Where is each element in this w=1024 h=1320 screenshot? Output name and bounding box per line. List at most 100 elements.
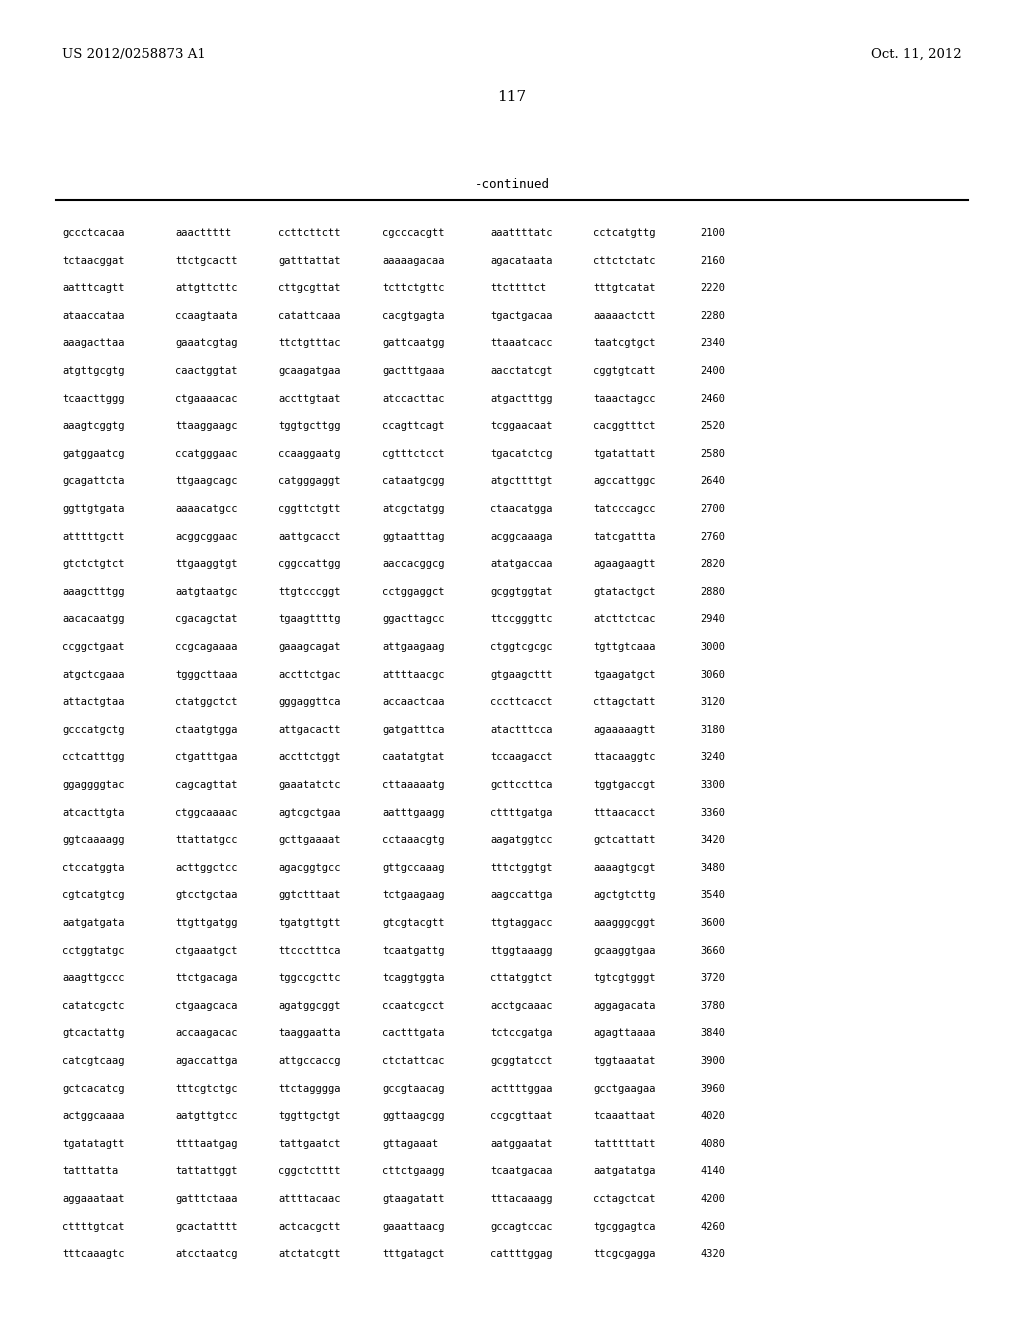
Text: tggccgcttc: tggccgcttc [278,973,341,983]
Text: aaagttgccc: aaagttgccc [62,973,125,983]
Text: ggttaagcgg: ggttaagcgg [382,1111,444,1121]
Text: gctcattatt: gctcattatt [593,836,655,845]
Text: 3540: 3540 [700,891,725,900]
Text: ccaaggaatg: ccaaggaatg [278,449,341,459]
Text: cgtcatgtcg: cgtcatgtcg [62,891,125,900]
Text: atactttcca: atactttcca [490,725,553,735]
Text: gtaagatatt: gtaagatatt [382,1195,444,1204]
Text: atcgctatgg: atcgctatgg [382,504,444,513]
Text: ctaatgtgga: ctaatgtgga [175,725,238,735]
Text: aatttcagtt: aatttcagtt [62,284,125,293]
Text: agtcgctgaa: agtcgctgaa [278,808,341,817]
Text: atttttgctt: atttttgctt [62,532,125,541]
Text: accaagacac: accaagacac [175,1028,238,1039]
Text: agagttaaaa: agagttaaaa [593,1028,655,1039]
Text: 3900: 3900 [700,1056,725,1067]
Text: cgacagctat: cgacagctat [175,614,238,624]
Text: cctcatgttg: cctcatgttg [593,228,655,238]
Text: accttctggt: accttctggt [278,752,341,763]
Text: ctgaaaacac: ctgaaaacac [175,393,238,404]
Text: ttggtaaagg: ttggtaaagg [490,945,553,956]
Text: ggtaatttag: ggtaatttag [382,532,444,541]
Text: ttttaatgag: ttttaatgag [175,1139,238,1148]
Text: ccatgggaac: ccatgggaac [175,449,238,459]
Text: 3600: 3600 [700,917,725,928]
Text: aatttgaagg: aatttgaagg [382,808,444,817]
Text: ggtctttaat: ggtctttaat [278,891,341,900]
Text: tcaatgacaa: tcaatgacaa [490,1167,553,1176]
Text: ccagttcagt: ccagttcagt [382,421,444,432]
Text: cttatggtct: cttatggtct [490,973,553,983]
Text: atcctaatcg: atcctaatcg [175,1249,238,1259]
Text: cttctgaagg: cttctgaagg [382,1167,444,1176]
Text: aaagctttgg: aaagctttgg [62,587,125,597]
Text: tttcaaagtc: tttcaaagtc [62,1249,125,1259]
Text: gcaagatgaa: gcaagatgaa [278,366,341,376]
Text: ttattatgcc: ttattatgcc [175,836,238,845]
Text: tgttgtcaaa: tgttgtcaaa [593,642,655,652]
Text: ccggctgaat: ccggctgaat [62,642,125,652]
Text: gccctcacaa: gccctcacaa [62,228,125,238]
Text: 3720: 3720 [700,973,725,983]
Text: aaaaagacaa: aaaaagacaa [382,256,444,265]
Text: ttgaagcagc: ttgaagcagc [175,477,238,486]
Text: tcaacttggg: tcaacttggg [62,393,125,404]
Text: aatgatgata: aatgatgata [62,917,125,928]
Text: ctctattcac: ctctattcac [382,1056,444,1067]
Text: tggtgcttgg: tggtgcttgg [278,421,341,432]
Text: tattgaatct: tattgaatct [278,1139,341,1148]
Text: agacataata: agacataata [490,256,553,265]
Text: 2280: 2280 [700,310,725,321]
Text: ctgatttgaa: ctgatttgaa [175,752,238,763]
Text: cttttgtcat: cttttgtcat [62,1221,125,1232]
Text: cttttgatga: cttttgatga [490,808,553,817]
Text: accttgtaat: accttgtaat [278,393,341,404]
Text: gtcactattg: gtcactattg [62,1028,125,1039]
Text: gccgtaacag: gccgtaacag [382,1084,444,1093]
Text: tatcgattta: tatcgattta [593,532,655,541]
Text: -continued: -continued [474,178,550,191]
Text: cgcccacgtt: cgcccacgtt [382,228,444,238]
Text: aacacaatgg: aacacaatgg [62,614,125,624]
Text: cggctctttt: cggctctttt [278,1167,341,1176]
Text: 3840: 3840 [700,1028,725,1039]
Text: gttgccaaag: gttgccaaag [382,863,444,873]
Text: catatcgctc: catatcgctc [62,1001,125,1011]
Text: cctagctcat: cctagctcat [593,1195,655,1204]
Text: acctgcaaac: acctgcaaac [490,1001,553,1011]
Text: acggcggaac: acggcggaac [175,532,238,541]
Text: cgtttctcct: cgtttctcct [382,449,444,459]
Text: tgcggagtca: tgcggagtca [593,1221,655,1232]
Text: ggtcaaaagg: ggtcaaaagg [62,836,125,845]
Text: tatttttatt: tatttttatt [593,1139,655,1148]
Text: ctaacatgga: ctaacatgga [490,504,553,513]
Text: gccagtccac: gccagtccac [490,1221,553,1232]
Text: atatgaccaa: atatgaccaa [490,560,553,569]
Text: tcttctgttc: tcttctgttc [382,284,444,293]
Text: agacggtgcc: agacggtgcc [278,863,341,873]
Text: catattcaaa: catattcaaa [278,310,341,321]
Text: 4320: 4320 [700,1249,725,1259]
Text: ccgcgttaat: ccgcgttaat [490,1111,553,1121]
Text: tggttgctgt: tggttgctgt [278,1111,341,1121]
Text: aaaagtgcgt: aaaagtgcgt [593,863,655,873]
Text: aattgcacct: aattgcacct [278,532,341,541]
Text: attttaacgc: attttaacgc [382,669,444,680]
Text: acttttggaa: acttttggaa [490,1084,553,1093]
Text: ttcttttct: ttcttttct [490,284,546,293]
Text: tggtgaccgt: tggtgaccgt [593,780,655,789]
Text: 2160: 2160 [700,256,725,265]
Text: ttctgcactt: ttctgcactt [175,256,238,265]
Text: tgacatctcg: tgacatctcg [490,449,553,459]
Text: ttacaaggtc: ttacaaggtc [593,752,655,763]
Text: cctggaggct: cctggaggct [382,587,444,597]
Text: gatggaatcg: gatggaatcg [62,449,125,459]
Text: attttacaac: attttacaac [278,1195,341,1204]
Text: tcaggtggta: tcaggtggta [382,973,444,983]
Text: Oct. 11, 2012: Oct. 11, 2012 [871,48,962,61]
Text: tctgaagaag: tctgaagaag [382,891,444,900]
Text: atcacttgta: atcacttgta [62,808,125,817]
Text: cataatgcgg: cataatgcgg [382,477,444,486]
Text: tattattggt: tattattggt [175,1167,238,1176]
Text: agccattggc: agccattggc [593,477,655,486]
